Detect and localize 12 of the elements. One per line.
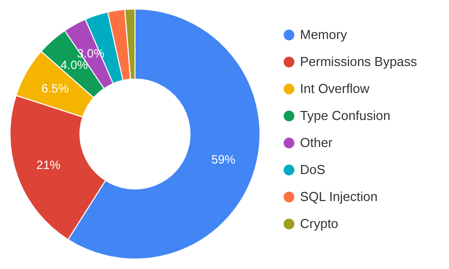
data-label: 6.5%: [41, 81, 70, 96]
legend-label: Type Confusion: [300, 108, 390, 123]
legend-label: DoS: [300, 162, 326, 177]
legend-label: SQL Injection: [300, 189, 378, 204]
data-label: 59%: [211, 152, 236, 167]
legend-label: Permissions Bypass: [300, 54, 418, 69]
legend-label: Int Overflow: [300, 81, 370, 96]
legend-label: Crypto: [300, 216, 338, 231]
legend-label: Other: [300, 135, 334, 150]
legend-label: Memory: [300, 27, 348, 42]
data-label: 4.0%: [60, 58, 88, 72]
data-label: 21%: [36, 158, 61, 172]
